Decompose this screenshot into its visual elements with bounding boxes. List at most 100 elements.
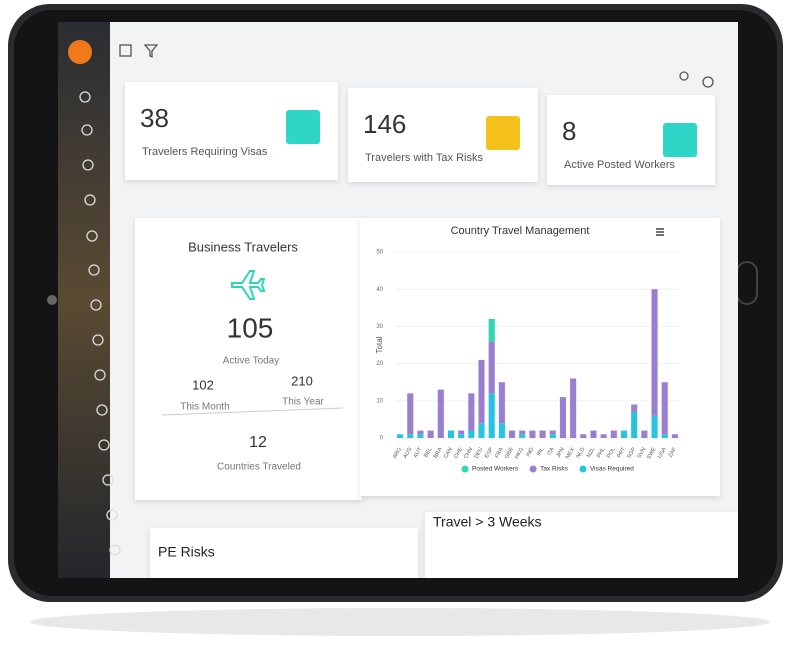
y-tick-label: 10 bbox=[376, 398, 383, 404]
kpi-row: 38 Travelers Requiring Visas 146 Travelers … bbox=[125, 82, 715, 185]
kpi-label: Active Posted Workers bbox=[564, 159, 676, 171]
chart: 0 10 20 30 40 50 ARG AUS AUT BEL BRA CAN CHE CHN DEU ES… bbox=[376, 250, 680, 473]
x-tick-label: AUT bbox=[413, 446, 424, 459]
x-tick-label: AUS bbox=[402, 446, 413, 459]
bar-segment bbox=[427, 430, 434, 438]
bar-segment bbox=[580, 434, 587, 438]
bar-segment bbox=[661, 382, 668, 435]
bar-segment bbox=[488, 318, 495, 342]
x-tick-label: PRT bbox=[616, 446, 627, 459]
panel-title: Travel > 3 Weeks bbox=[433, 514, 542, 530]
logo[interactable] bbox=[68, 40, 92, 64]
kpi-value: 8 bbox=[562, 116, 576, 146]
x-tick-label: BRA bbox=[433, 446, 444, 459]
legend-swatch bbox=[461, 465, 469, 473]
kpi-icon bbox=[663, 123, 697, 157]
legend-swatch bbox=[529, 465, 537, 473]
bar-segment bbox=[631, 411, 638, 438]
x-tick-label: NZL bbox=[586, 447, 596, 459]
bar-segment bbox=[641, 430, 648, 438]
y-tick-label: 30 bbox=[376, 324, 383, 330]
bar-segment bbox=[417, 434, 424, 438]
bar-segment bbox=[661, 434, 668, 438]
month-label: This Month bbox=[180, 402, 229, 413]
bar-segment bbox=[570, 378, 577, 438]
bar-segment bbox=[519, 434, 526, 438]
bar-segment bbox=[519, 430, 526, 435]
chart-card bbox=[360, 218, 720, 496]
x-tick-label: ZAF bbox=[668, 446, 679, 459]
kpi-label: Travelers Requiring Visas bbox=[142, 146, 268, 158]
bar-segment bbox=[549, 430, 556, 435]
x-tick-label: ARG bbox=[392, 447, 403, 460]
x-tick-label: ITA bbox=[546, 446, 555, 456]
y-tick-label: 0 bbox=[380, 436, 384, 442]
sidebar-icons bbox=[79, 91, 121, 556]
bar-segment bbox=[631, 404, 638, 412]
bar-segment bbox=[478, 359, 485, 424]
bar-segment bbox=[407, 393, 414, 435]
x-tick-label: IND bbox=[525, 447, 535, 458]
year-label: This Year bbox=[282, 397, 324, 408]
y-tick-label: 40 bbox=[376, 287, 383, 293]
bar-segment bbox=[590, 430, 597, 438]
kpi-value: 38 bbox=[140, 103, 169, 133]
x-tick-label: SWE bbox=[646, 446, 658, 460]
bar-segment bbox=[417, 430, 424, 435]
active-today-label: Active Today bbox=[223, 356, 280, 367]
bar-segment bbox=[458, 430, 465, 435]
camera bbox=[47, 295, 57, 305]
y-tick-label: 20 bbox=[376, 361, 383, 367]
x-tick-label: CAN bbox=[443, 447, 454, 460]
y-tick-label: 50 bbox=[376, 250, 383, 256]
x-tick-label: NLD bbox=[576, 447, 587, 460]
shadow bbox=[30, 608, 770, 636]
pe-risks-panel bbox=[150, 528, 418, 578]
countries-label: Countries Traveled bbox=[217, 462, 301, 473]
bar-segment bbox=[498, 382, 505, 424]
panel-title: PE Risks bbox=[158, 544, 215, 560]
legend-label: Tax Risks bbox=[540, 466, 569, 473]
bar-segment bbox=[610, 430, 617, 438]
toolbar[interactable] bbox=[119, 44, 714, 88]
bar-segment bbox=[651, 289, 658, 416]
month-value: 102 bbox=[192, 377, 214, 392]
x-tick-label: ESP bbox=[484, 446, 495, 459]
business-title: Business Travelers bbox=[188, 239, 298, 254]
bar-segment bbox=[509, 430, 516, 438]
x-tick-label: POL bbox=[606, 447, 617, 460]
x-tick-label: GBR bbox=[504, 447, 515, 460]
kpi-icon bbox=[486, 116, 520, 150]
bar-segment bbox=[651, 415, 658, 438]
bar-segment bbox=[478, 423, 485, 438]
x-tick-label: DEU bbox=[473, 447, 484, 460]
bar-segment bbox=[671, 434, 678, 438]
x-tick-label: CHN bbox=[463, 447, 474, 460]
x-tick-label: MEX bbox=[565, 446, 576, 460]
x-tick-label: HKG bbox=[514, 447, 525, 460]
x-tick-label: SGP bbox=[626, 446, 637, 459]
x-tick-label: BEL bbox=[423, 447, 433, 459]
year-value: 210 bbox=[291, 373, 313, 388]
bar-segment bbox=[549, 434, 556, 438]
legend-label: Posted Workers bbox=[472, 466, 519, 473]
bar-segment bbox=[468, 430, 475, 438]
bar-segment bbox=[488, 341, 495, 394]
bar-segment bbox=[488, 393, 495, 438]
bar-segment bbox=[620, 430, 628, 438]
travel-panel bbox=[425, 512, 738, 578]
bar-segment bbox=[397, 434, 404, 438]
chart-menu[interactable] bbox=[656, 228, 664, 236]
legend-swatch bbox=[579, 465, 587, 473]
x-tick-label: JPN bbox=[556, 447, 566, 459]
active-today-value: 105 bbox=[227, 312, 274, 343]
countries-value: 12 bbox=[249, 434, 267, 451]
x-tick-label: PHL bbox=[596, 447, 607, 459]
bar-segment bbox=[458, 434, 465, 438]
kpi-value: 146 bbox=[363, 109, 406, 139]
bar-segment bbox=[559, 397, 566, 438]
x-tick-label: CHE bbox=[453, 446, 464, 459]
bar-segment bbox=[447, 430, 455, 438]
x-tick-label: FRA bbox=[494, 446, 505, 459]
